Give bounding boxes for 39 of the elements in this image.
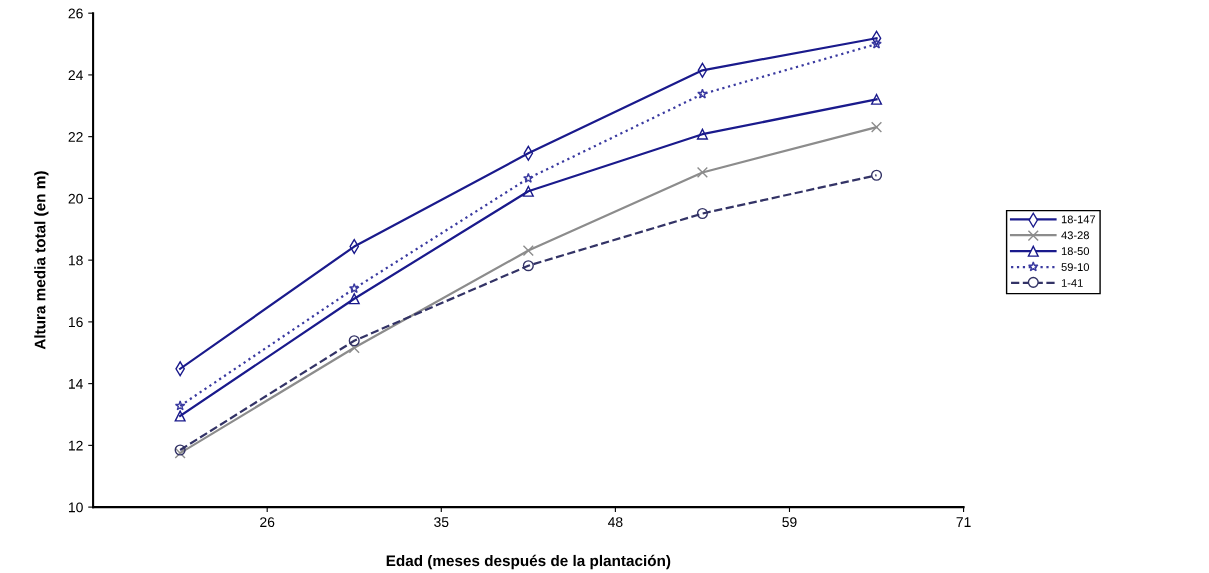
y-axis-title: Altura media total (en m) bbox=[34, 171, 49, 350]
point bbox=[174, 410, 186, 422]
legend-label: 18-50 bbox=[1061, 247, 1090, 256]
point bbox=[174, 400, 186, 411]
x-tick-label: 35 bbox=[434, 517, 449, 528]
point bbox=[523, 172, 534, 183]
point bbox=[522, 245, 534, 257]
point bbox=[348, 342, 360, 354]
point bbox=[870, 169, 883, 181]
x-tick-label: 71 bbox=[956, 517, 971, 527]
point bbox=[871, 38, 882, 49]
point bbox=[870, 121, 883, 133]
point bbox=[522, 185, 534, 197]
y-tick-label: 26 bbox=[68, 8, 83, 19]
point bbox=[348, 282, 360, 294]
point bbox=[870, 93, 883, 105]
point bbox=[696, 128, 708, 140]
legend-label: 18-147 bbox=[1061, 215, 1096, 224]
y-tick-label: 10 bbox=[68, 502, 83, 513]
y-tick-label: 12 bbox=[68, 440, 83, 451]
x-tick-label: 48 bbox=[607, 517, 623, 528]
y-tick-label: 24 bbox=[68, 70, 83, 80]
point bbox=[696, 207, 708, 220]
y-tick-label: 18 bbox=[68, 255, 83, 266]
legend-label: 59-10 bbox=[1061, 263, 1090, 272]
x-tick-label: 26 bbox=[260, 517, 275, 528]
legend-label: 43-28 bbox=[1061, 231, 1089, 240]
legend-label: 1-41 bbox=[1061, 279, 1083, 287]
point bbox=[522, 260, 534, 272]
point bbox=[348, 335, 360, 347]
y-tick-label: 14 bbox=[68, 379, 83, 389]
x-tick-label: 59 bbox=[782, 517, 797, 528]
point bbox=[696, 166, 708, 179]
point bbox=[348, 293, 360, 305]
x-axis-title: Edad (meses después de la plantación) bbox=[386, 554, 671, 570]
y-tick-label: 22 bbox=[68, 131, 83, 142]
point bbox=[697, 88, 708, 99]
y-tick-label: 20 bbox=[68, 193, 83, 204]
y-tick-label: 16 bbox=[68, 317, 83, 328]
